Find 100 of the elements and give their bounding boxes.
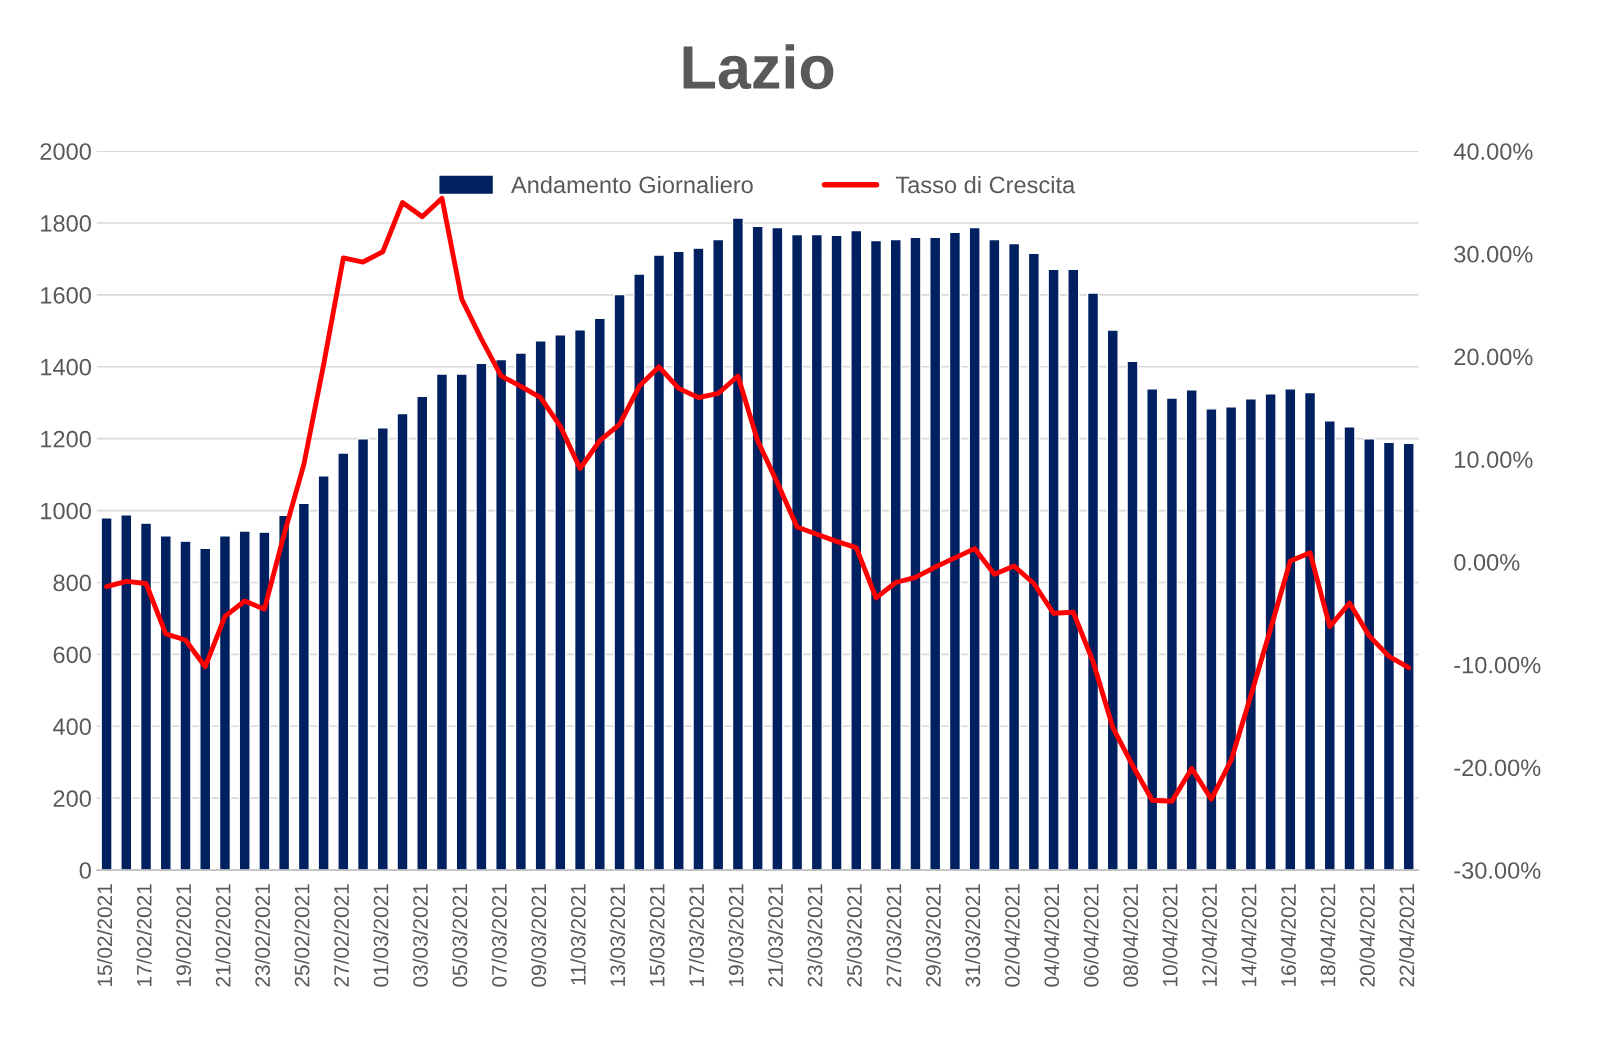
bar	[633, 273, 646, 871]
y-tick-label: 1000	[41, 502, 91, 520]
y-tick-label: 200	[53, 790, 91, 807]
bar	[790, 233, 804, 871]
x-tick-label: 05/03/2021	[452, 884, 468, 987]
x-tick-label: 02/04/2021	[1004, 884, 1020, 987]
x-tick-label: 25/02/2021	[294, 884, 310, 987]
bar	[376, 427, 389, 871]
x-tick-label: 19/03/2021	[728, 884, 744, 986]
line-series	[104, 195, 1412, 804]
bar	[968, 226, 981, 871]
x-tick-label: 07/03/2021	[491, 884, 507, 987]
bar	[652, 254, 666, 871]
y-tick-label: 800	[53, 574, 91, 592]
x-tick-label: 11/03/2021	[570, 884, 586, 985]
y2-tick-label: 20.00%	[1454, 348, 1533, 366]
bar	[948, 231, 962, 871]
bar	[120, 514, 133, 871]
bar	[712, 238, 725, 871]
x-tick-label: 17/03/2021	[688, 884, 705, 986]
y2-tick-label: -30.00%	[1454, 862, 1541, 879]
bar	[199, 547, 212, 871]
x-tick-label: 10/04/2021	[1162, 884, 1178, 986]
y2-tick-label: -10.00%	[1454, 656, 1541, 674]
bar	[1086, 292, 1100, 871]
x-tick-label: 18/04/2021	[1320, 884, 1336, 986]
bar	[869, 239, 883, 871]
y-tick-label: 1800	[41, 215, 91, 232]
y-tick-label: 1400	[41, 358, 91, 376]
bar	[475, 362, 488, 871]
x-tick-label: 15/03/2021	[649, 884, 665, 986]
bar	[238, 530, 251, 871]
bar	[1303, 391, 1317, 871]
bar	[889, 238, 902, 871]
bar	[988, 238, 1001, 871]
y2-tick-label: 0.00%	[1454, 554, 1520, 571]
bar	[159, 535, 172, 871]
x-tick-label: 21/02/2021	[215, 884, 231, 987]
bar	[495, 358, 508, 871]
bar	[1382, 441, 1396, 871]
bar	[731, 217, 745, 871]
bar	[830, 234, 843, 871]
bar	[771, 226, 784, 871]
x-tick-label: 22/04/2021	[1398, 884, 1415, 987]
x-tick-label: 09/03/2021	[530, 884, 547, 987]
x-tick-label: 23/02/2021	[254, 884, 271, 987]
x-tick-label: 19/02/2021	[175, 884, 192, 986]
x-tick-label: 31/03/2021	[964, 884, 981, 987]
bar	[455, 373, 468, 871]
x-tick-label: 08/04/2021	[1122, 884, 1139, 987]
bar	[100, 517, 113, 871]
y2-tick-label: 30.00%	[1454, 245, 1533, 263]
bar	[909, 236, 922, 871]
bar	[1225, 405, 1238, 871]
bar	[1126, 360, 1139, 871]
bar	[317, 475, 330, 871]
y2-tick-label: 40.00%	[1453, 143, 1533, 160]
bar	[1264, 393, 1277, 871]
bar	[810, 233, 823, 871]
bar	[396, 412, 409, 871]
bar	[534, 340, 547, 871]
x-tick-label: 17/02/2021	[136, 884, 152, 986]
legend-label: Tasso di Crescita	[895, 175, 1076, 194]
x-tick-label: 21/03/2021	[767, 884, 783, 987]
bar	[139, 522, 153, 871]
bar	[1067, 268, 1080, 871]
chart-title: Lazio	[683, 44, 834, 90]
bar	[1205, 408, 1218, 871]
y2-tick-label: -20.00%	[1454, 759, 1541, 777]
bar	[573, 329, 587, 871]
x-tick-label: 20/04/2021	[1359, 884, 1375, 987]
bar	[1244, 398, 1257, 871]
bar	[1146, 388, 1159, 871]
bar	[278, 514, 291, 871]
bar	[337, 452, 350, 871]
bar	[751, 225, 764, 871]
bar	[692, 247, 705, 871]
bar	[850, 229, 863, 871]
x-tick-label: 12/04/2021	[1201, 884, 1217, 986]
bar	[613, 293, 626, 871]
y-tick-label: 400	[53, 718, 91, 736]
bar	[672, 250, 685, 871]
x-tick-label: 06/04/2021	[1083, 884, 1099, 987]
x-tick-label: 27/02/2021	[333, 884, 349, 987]
y-tick-label: 1600	[41, 286, 91, 304]
legend-label: Andamento Giornaliero	[511, 175, 753, 194]
y-tick-label: 2000	[40, 143, 91, 160]
x-tick-label: 14/04/2021	[1241, 884, 1257, 986]
bar	[593, 317, 606, 871]
bar	[929, 236, 942, 871]
x-tick-label: 16/04/2021	[1280, 884, 1296, 986]
bar	[1363, 437, 1376, 871]
x-tick-label: 13/03/2021	[609, 884, 626, 986]
x-tick-label: 27/03/2021	[886, 884, 902, 987]
x-tick-label: 04/04/2021	[1043, 884, 1060, 987]
bar	[1323, 420, 1336, 871]
bar	[1165, 397, 1179, 871]
bar	[258, 531, 271, 871]
bar	[416, 395, 429, 871]
y-tick-label: 1200	[41, 430, 91, 448]
